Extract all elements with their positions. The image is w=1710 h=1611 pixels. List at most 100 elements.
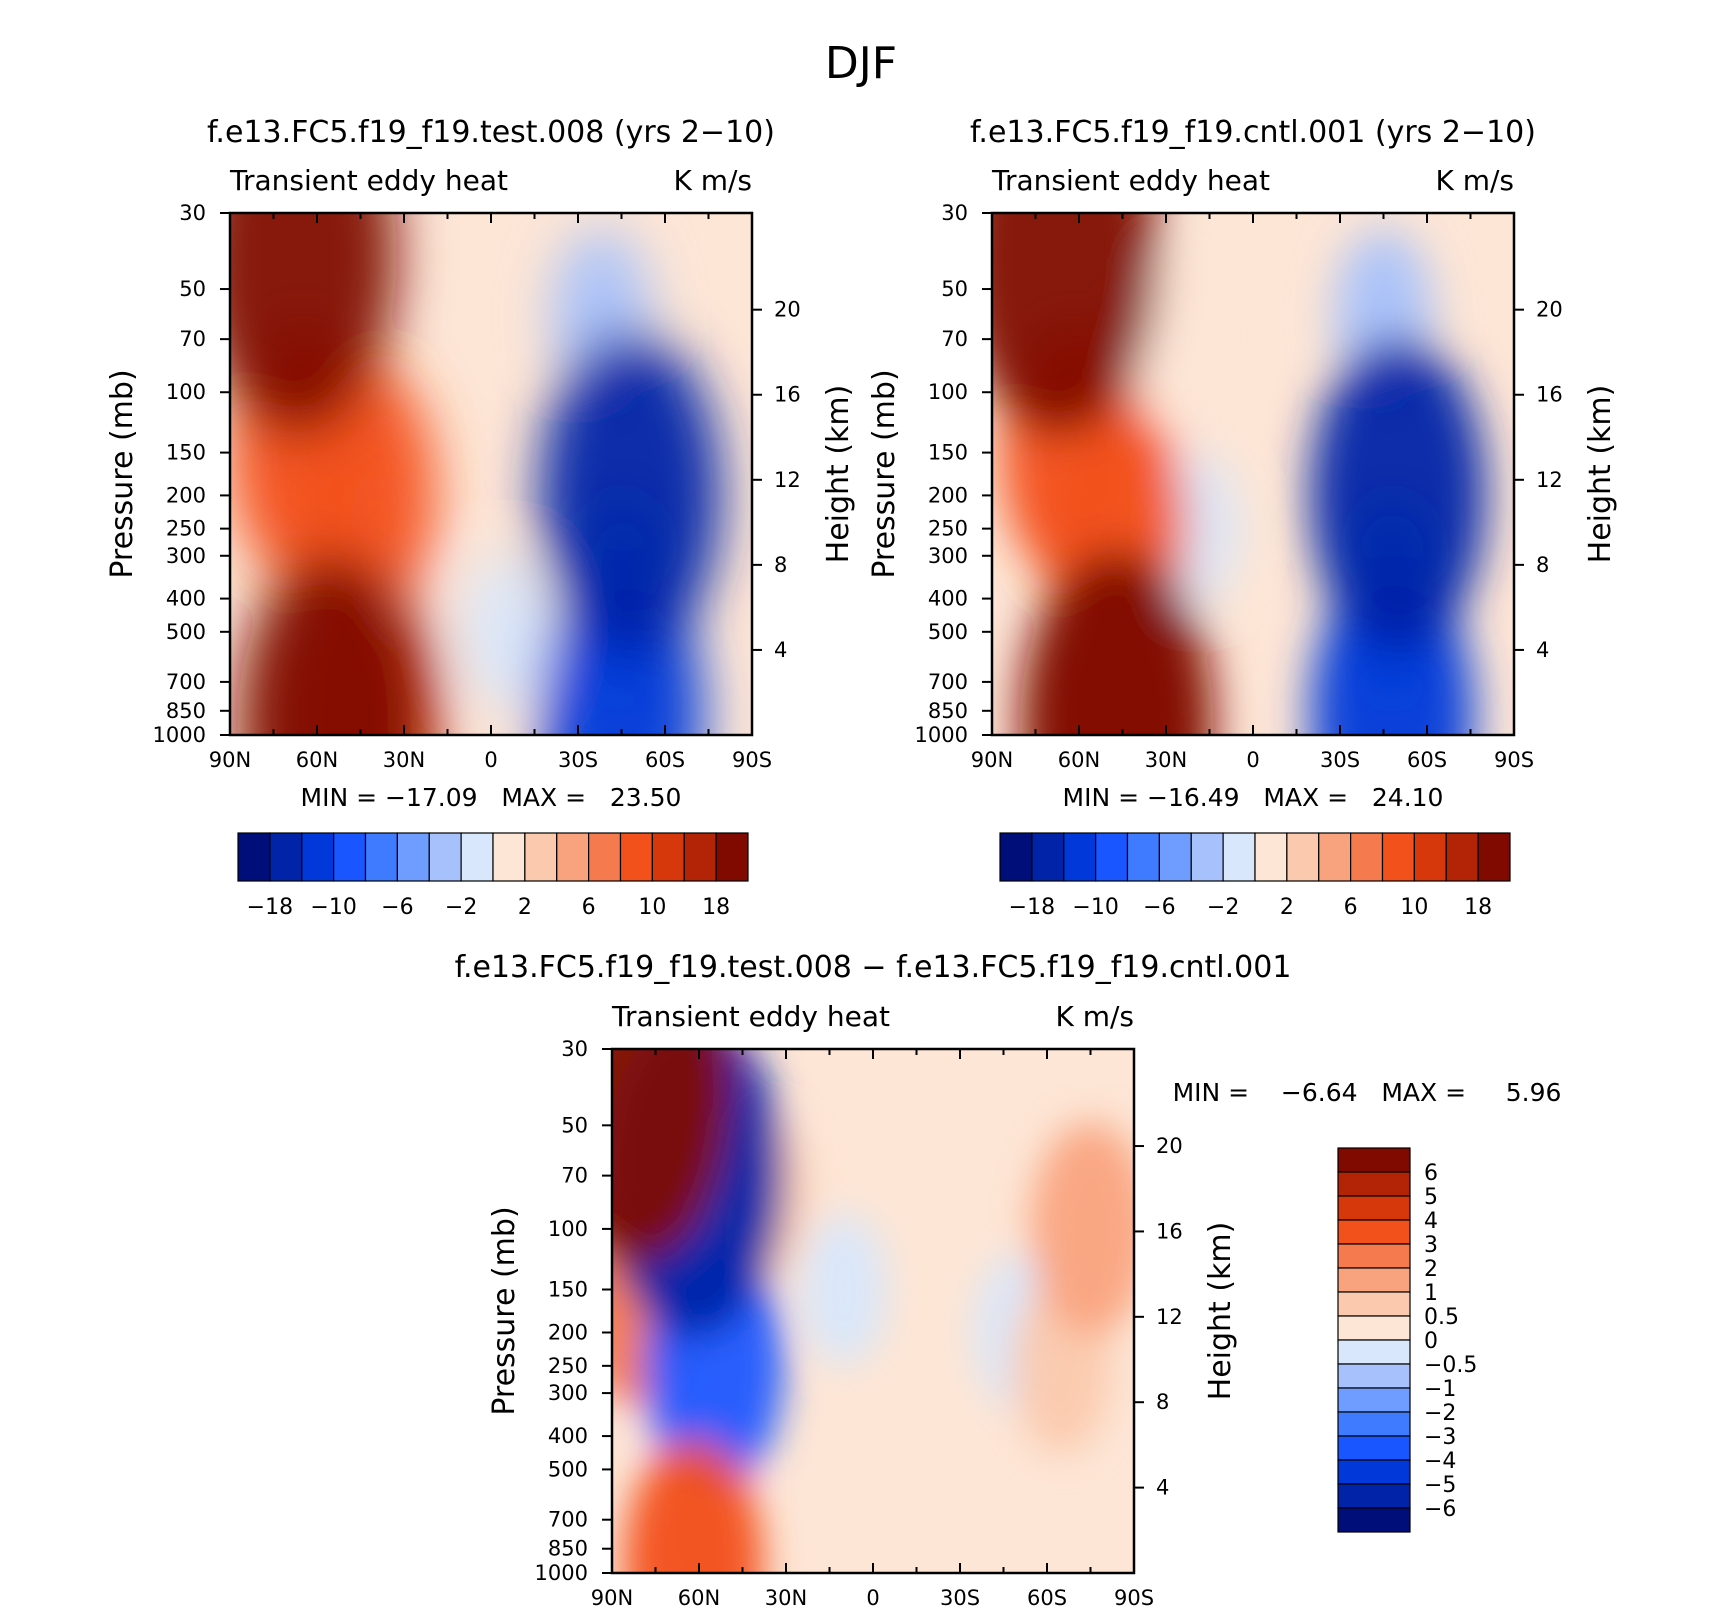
panel-test-field-blob	[462, 556, 549, 708]
panel-test-height-tick-label: 8	[774, 553, 787, 577]
panel-control-field-blob	[992, 213, 1159, 436]
panel-control-colorbar-box	[1445, 832, 1479, 882]
panel-test-x-tick-label: 60N	[296, 748, 338, 772]
panel-difference-colorbar-label: 3	[1424, 1233, 1438, 1258]
panel-test-x-tick-label: 90S	[732, 748, 772, 772]
panel-control-colorbar-box	[1254, 832, 1288, 882]
panel-control-colorbar-label: 2	[1280, 895, 1294, 920]
panel-control-x-tick-label: 30N	[1145, 748, 1187, 772]
panel-difference-colorbar-box	[1337, 1483, 1411, 1509]
panel-difference: f.e13.FC5.f19_f19.test.008 − f.e13.FC5.f…	[455, 950, 1562, 1610]
panel-test-x-tick-label: 30S	[558, 748, 598, 772]
panel-test: f.e13.FC5.f19_f19.test.008 (yrs 2−10) Tr…	[105, 115, 856, 920]
panel-test-colorbar-label: 2	[518, 895, 532, 920]
panel-difference-height-tick-label: 4	[1156, 1476, 1169, 1500]
panel-test-colorbar-box	[651, 832, 685, 882]
panel-test-colorbar-box	[683, 832, 717, 882]
panel-difference-y-tick-label: 400	[548, 1424, 588, 1448]
panel-test-colorbar-box	[333, 832, 367, 882]
panel-difference-colorbar-label: 0	[1424, 1329, 1438, 1354]
panel-control-colorbar-box	[1031, 832, 1065, 882]
panel-test-y-tick-label: 700	[166, 670, 206, 694]
panel-difference-y-tick-label: 850	[548, 1537, 588, 1561]
panel-difference-colorbar-box	[1337, 1315, 1411, 1341]
panel-control-colorbar-box	[1190, 832, 1224, 882]
panel-difference-colorbar-label: −1	[1424, 1377, 1456, 1402]
panel-control-colorbar-box	[1381, 832, 1415, 882]
panel-difference-subtitle-right: K m/s	[1055, 1000, 1134, 1033]
panel-control-y-tick-label: 70	[941, 327, 968, 351]
panel-control-y-tick-label: 850	[928, 699, 968, 723]
panel-test-colorbar: −18 −10 −6 −2 2 6 10 18	[237, 832, 749, 920]
panel-control-colorbar-box	[1063, 832, 1097, 882]
panel-control-colorbar-label: 6	[1344, 895, 1358, 920]
panel-difference-colorbar-label: −6	[1424, 1497, 1456, 1522]
panel-test-colorbar-box	[619, 832, 653, 882]
panel-test-ylabel-right: Height (km)	[821, 385, 856, 564]
panel-control-field-blob	[1019, 549, 1214, 735]
panel-test-colorbar-box	[715, 832, 749, 882]
panel-test-colorbar-label: −6	[381, 895, 413, 920]
panel-difference-colorbar-box	[1337, 1195, 1411, 1221]
panel-test-colorbar-box	[301, 832, 335, 882]
panel-test-height-tick-label: 12	[774, 468, 801, 492]
panel-test-x-tick-label: 60S	[645, 748, 685, 772]
panel-difference-colorbar-label: 0.5	[1424, 1305, 1459, 1330]
panel-control-x-tick-label: 60S	[1407, 748, 1447, 772]
panel-test-subtitle-left: Transient eddy heat	[229, 164, 508, 197]
panel-difference-colorbar-box	[1337, 1243, 1411, 1269]
panel-difference-height-tick-label: 12	[1156, 1305, 1183, 1329]
panel-difference-colorbar-label: 2	[1424, 1257, 1438, 1282]
panel-control-colorbar-box	[1413, 832, 1447, 882]
panel-difference-colorbar-label: 5	[1424, 1185, 1438, 1210]
panel-test-colorbar-box	[556, 832, 590, 882]
panel-control-colorbar-box	[1095, 832, 1129, 882]
panel-difference-x-tick-label: 60S	[1027, 1586, 1067, 1610]
panel-control: f.e13.FC5.f19_f19.cntl.001 (yrs 2−10) Tr…	[867, 115, 1618, 920]
panel-test-y-tick-label: 850	[166, 699, 206, 723]
panel-test-colorbar-label: 10	[638, 895, 666, 920]
panel-control-subtitle-left: Transient eddy heat	[991, 164, 1270, 197]
panel-control-colorbar-box	[999, 832, 1033, 882]
panel-difference-height-tick-label: 8	[1156, 1390, 1169, 1414]
panel-control-y-tick-label: 150	[928, 441, 968, 465]
panel-difference-colorbar-box	[1337, 1387, 1411, 1413]
panel-test-ylabel: Pressure (mb)	[105, 369, 140, 578]
panel-difference-colorbar-label: 1	[1424, 1281, 1438, 1306]
panel-difference-colorbar-box	[1337, 1411, 1411, 1437]
panel-test-y-tick-label: 100	[166, 380, 206, 404]
panel-difference-colorbar-box	[1337, 1291, 1411, 1317]
panel-control-y-tick-label: 50	[941, 277, 968, 301]
panel-control-y-tick-label: 30	[941, 201, 968, 225]
panel-test-y-tick-label: 200	[166, 483, 206, 507]
panel-difference-y-tick-label: 70	[561, 1164, 588, 1188]
panel-control-ylabel: Pressure (mb)	[867, 369, 902, 578]
panel-control-colorbar-label: −10	[1072, 895, 1118, 920]
panel-control-height-tick-label: 16	[1536, 383, 1563, 407]
panel-control-colorbar-label: 18	[1464, 895, 1492, 920]
panel-control-colorbar-box	[1477, 832, 1511, 882]
panel-test-colorbar-label: 18	[702, 895, 730, 920]
panel-control-height-tick-label: 20	[1536, 298, 1563, 322]
panel-difference-colorbar-box	[1337, 1363, 1411, 1389]
panel-difference-colorbar-box	[1337, 1267, 1411, 1293]
figure-title: DJF	[825, 38, 897, 89]
panel-test-colorbar-box	[492, 832, 526, 882]
panel-difference-x-tick-label: 60N	[678, 1586, 720, 1610]
panel-difference-axes: 90N 60N 30N 0 30S 60S 90S 30 50 70 100 150 200 250 300…	[535, 1037, 1183, 1610]
panel-test-x-tick-label: 30N	[383, 748, 425, 772]
panel-control-colorbar-box	[1126, 832, 1160, 882]
panel-test-colorbar-box	[364, 832, 398, 882]
panel-difference-height-tick-label: 20	[1156, 1134, 1183, 1158]
panel-difference-y-tick-label: 50	[561, 1113, 588, 1137]
panel-difference-colorbar-box	[1337, 1507, 1411, 1533]
panel-test-colorbar-label: −18	[247, 895, 293, 920]
panel-difference-colorbar-label: −4	[1424, 1449, 1456, 1474]
panel-difference-colorbar-box	[1337, 1339, 1411, 1365]
panel-difference-ylabel: Pressure (mb)	[487, 1206, 522, 1415]
panel-test-colorbar-label: 6	[582, 895, 596, 920]
panel-difference-field-blob	[1030, 1122, 1134, 1336]
panel-test-y-tick-label: 150	[166, 441, 206, 465]
